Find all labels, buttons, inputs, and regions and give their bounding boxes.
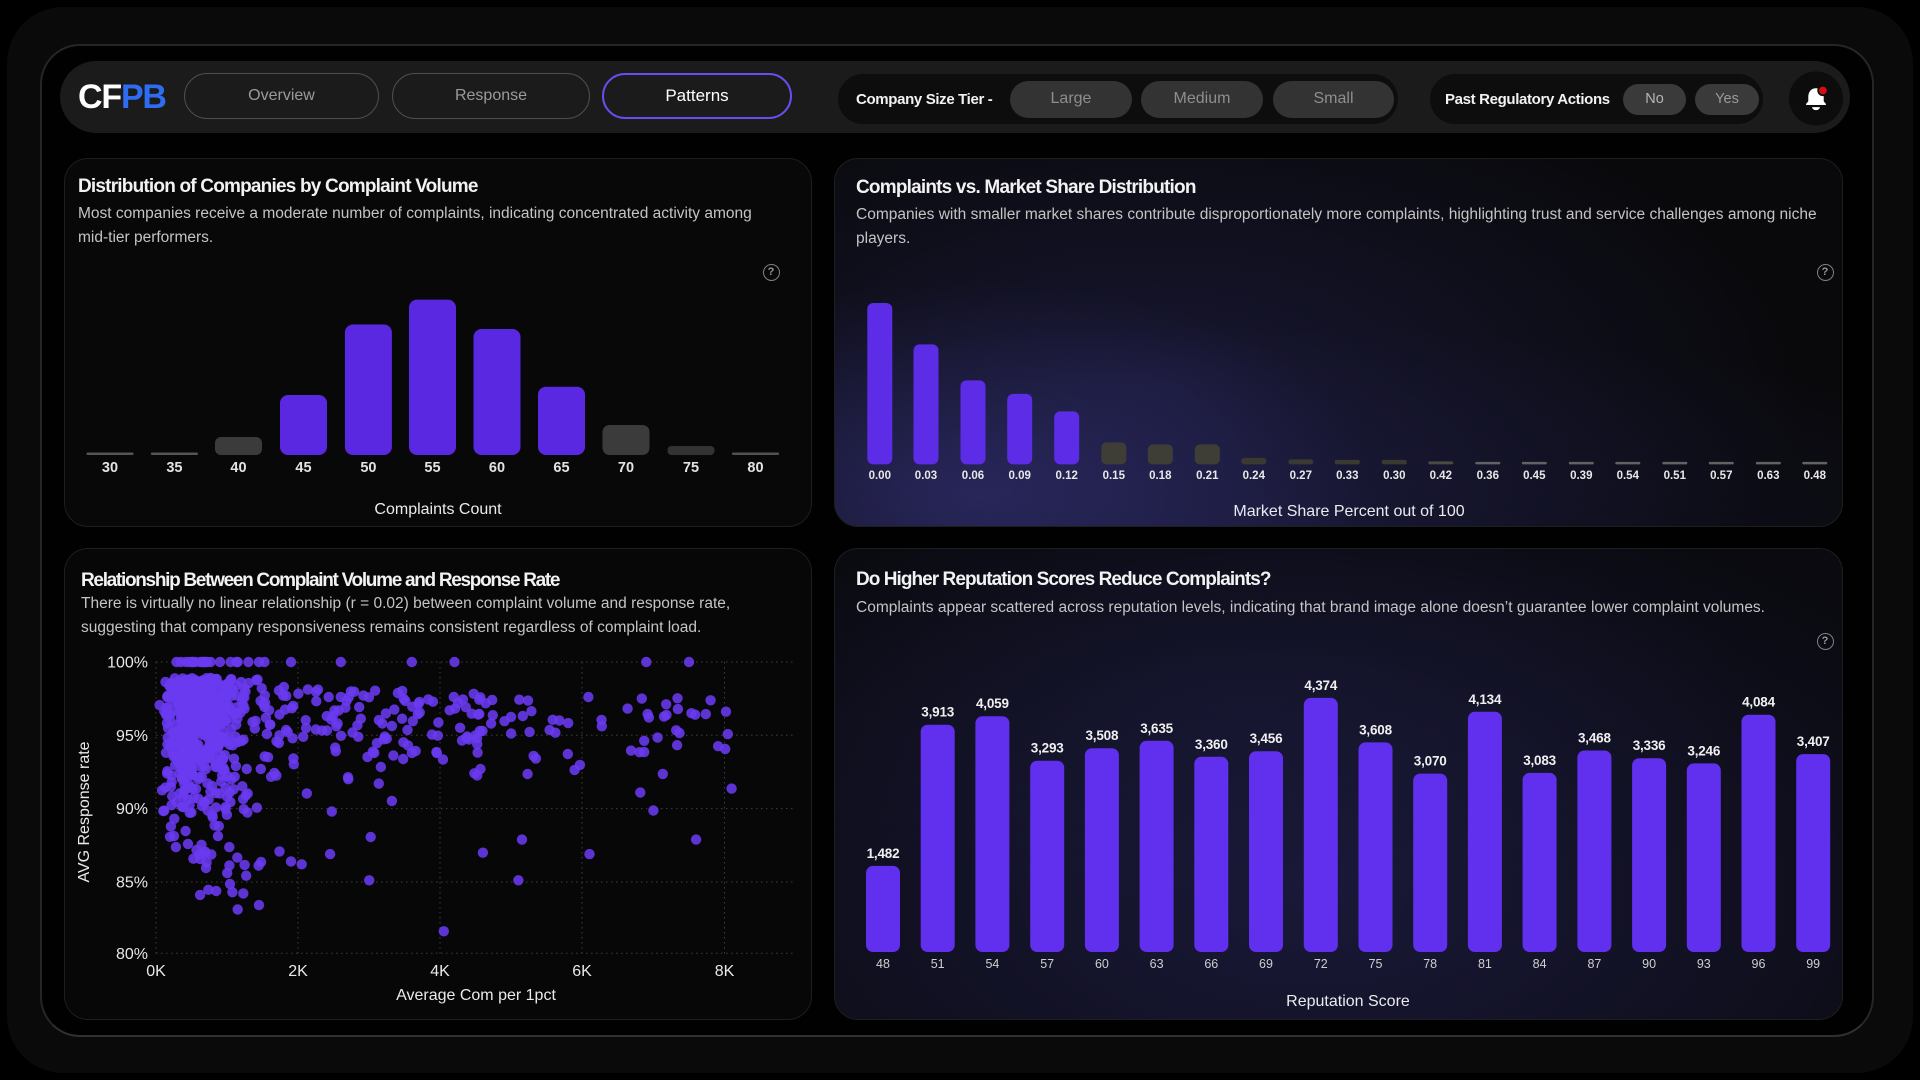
svg-text:60: 60	[1095, 957, 1109, 971]
svg-text:0.27: 0.27	[1290, 470, 1312, 482]
svg-text:0.18: 0.18	[1149, 470, 1172, 482]
svg-text:65: 65	[553, 460, 569, 476]
svg-text:0K: 0K	[146, 963, 166, 980]
svg-text:0.33: 0.33	[1336, 470, 1358, 482]
svg-text:0.39: 0.39	[1570, 470, 1592, 482]
svg-text:4,374: 4,374	[1304, 678, 1337, 693]
svg-text:66: 66	[1204, 957, 1218, 971]
svg-text:85%: 85%	[116, 875, 148, 892]
svg-text:100%: 100%	[107, 655, 148, 672]
svg-text:AVG Response rate: AVG Response rate	[76, 741, 93, 882]
svg-text:3,083: 3,083	[1523, 753, 1556, 768]
svg-text:90%: 90%	[116, 801, 148, 818]
svg-text:0.63: 0.63	[1757, 470, 1779, 482]
svg-text:0.48: 0.48	[1804, 470, 1827, 482]
svg-text:3,336: 3,336	[1633, 738, 1666, 753]
svg-text:3,913: 3,913	[921, 705, 954, 720]
svg-text:0.36: 0.36	[1477, 470, 1499, 482]
svg-text:4K: 4K	[430, 963, 450, 980]
svg-text:80%: 80%	[116, 946, 148, 963]
svg-text:3,070: 3,070	[1414, 754, 1447, 769]
svg-text:63: 63	[1150, 957, 1164, 971]
svg-text:3,635: 3,635	[1140, 721, 1173, 736]
svg-text:3,468: 3,468	[1578, 731, 1611, 746]
svg-text:Market Share Percent out of 10: Market Share Percent out of 100	[1233, 503, 1464, 520]
svg-text:51: 51	[931, 957, 945, 971]
svg-text:35: 35	[166, 460, 182, 476]
svg-text:45: 45	[295, 460, 311, 476]
svg-text:1,482: 1,482	[867, 846, 900, 861]
svg-text:0.15: 0.15	[1103, 470, 1126, 482]
svg-text:Reputation Score: Reputation Score	[1286, 993, 1410, 1010]
svg-text:0.09: 0.09	[1009, 470, 1031, 482]
svg-text:95%: 95%	[116, 728, 148, 745]
svg-text:3,360: 3,360	[1195, 737, 1228, 752]
svg-text:0.24: 0.24	[1243, 470, 1266, 482]
svg-text:4,059: 4,059	[976, 696, 1009, 711]
svg-text:0.45: 0.45	[1523, 470, 1546, 482]
svg-text:8K: 8K	[715, 963, 735, 980]
svg-text:0.57: 0.57	[1710, 470, 1732, 482]
svg-text:0.12: 0.12	[1056, 470, 1078, 482]
svg-text:72: 72	[1314, 957, 1328, 971]
svg-text:0.54: 0.54	[1617, 470, 1640, 482]
svg-text:48: 48	[876, 957, 890, 971]
svg-text:55: 55	[424, 460, 440, 476]
svg-text:75: 75	[1369, 957, 1383, 971]
svg-text:0.30: 0.30	[1383, 470, 1405, 482]
svg-text:40: 40	[230, 460, 246, 476]
svg-text:50: 50	[360, 460, 376, 476]
svg-text:0.42: 0.42	[1430, 470, 1452, 482]
svg-text:93: 93	[1697, 957, 1711, 971]
svg-text:4,134: 4,134	[1469, 692, 1502, 707]
svg-text:99: 99	[1806, 957, 1820, 971]
svg-text:54: 54	[985, 957, 999, 971]
svg-text:70: 70	[618, 460, 634, 476]
svg-text:84: 84	[1533, 957, 1547, 971]
svg-text:81: 81	[1478, 957, 1492, 971]
svg-text:0.21: 0.21	[1196, 470, 1219, 482]
svg-text:3,407: 3,407	[1797, 734, 1830, 749]
svg-text:96: 96	[1752, 957, 1766, 971]
svg-text:Average Com per 1pct: Average Com per 1pct	[396, 987, 556, 1004]
svg-text:3,608: 3,608	[1359, 722, 1392, 737]
svg-text:3,508: 3,508	[1086, 728, 1119, 743]
svg-text:3,293: 3,293	[1031, 741, 1064, 756]
svg-text:2K: 2K	[288, 963, 308, 980]
svg-text:75: 75	[683, 460, 699, 476]
svg-text:4,084: 4,084	[1742, 695, 1775, 710]
svg-text:3,456: 3,456	[1250, 731, 1283, 746]
svg-text:57: 57	[1040, 957, 1054, 971]
svg-text:90: 90	[1642, 957, 1656, 971]
svg-text:78: 78	[1423, 957, 1437, 971]
svg-text:0.03: 0.03	[915, 470, 937, 482]
svg-text:3,246: 3,246	[1687, 743, 1720, 758]
svg-text:87: 87	[1587, 957, 1601, 971]
svg-text:60: 60	[489, 460, 505, 476]
svg-text:80: 80	[747, 460, 763, 476]
svg-text:0.51: 0.51	[1664, 470, 1687, 482]
svg-text:0.06: 0.06	[962, 470, 984, 482]
svg-text:0.00: 0.00	[869, 470, 891, 482]
svg-text:30: 30	[102, 460, 118, 476]
svg-text:Complaints Count: Complaints Count	[374, 501, 502, 518]
svg-text:6K: 6K	[572, 963, 592, 980]
svg-text:69: 69	[1259, 957, 1273, 971]
